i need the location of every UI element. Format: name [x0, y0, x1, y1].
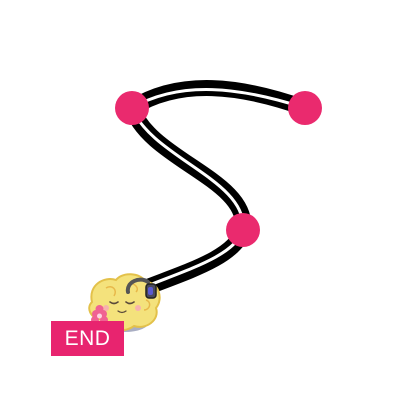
headphones-icon	[125, 277, 157, 299]
waypoint-dot-1[interactable]	[115, 91, 149, 125]
brain-character-icon[interactable]	[88, 273, 161, 332]
track-core	[130, 88, 307, 110]
track-outline	[124, 100, 252, 238]
track	[124, 80, 313, 298]
waypoint-dot-2[interactable]	[288, 91, 322, 125]
end-button[interactable]: END	[51, 321, 124, 356]
waypoint-dot-3[interactable]	[226, 213, 260, 247]
track-outline	[132, 222, 251, 298]
track-core	[130, 106, 245, 232]
